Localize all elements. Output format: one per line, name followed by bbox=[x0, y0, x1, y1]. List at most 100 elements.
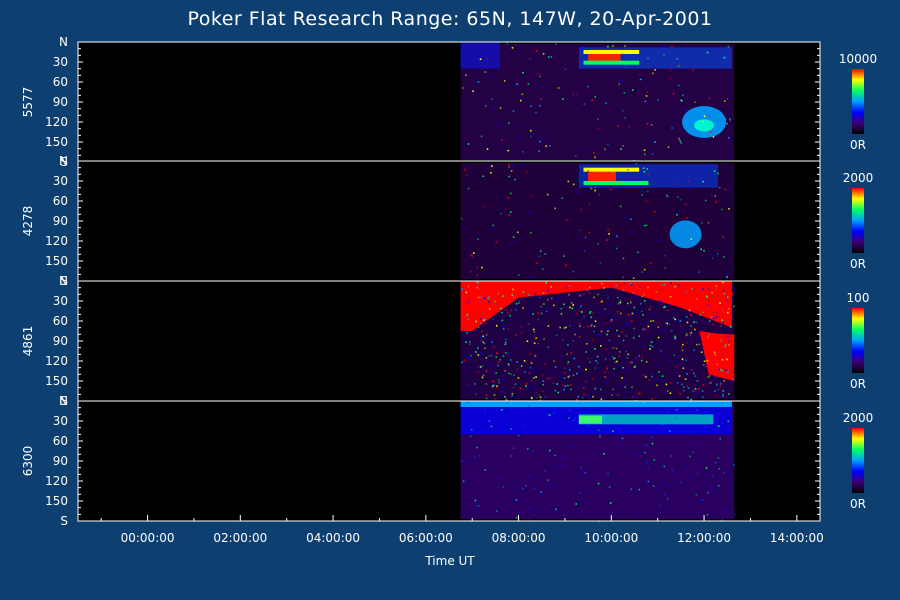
noise-dot bbox=[597, 127, 599, 130]
noise-dot bbox=[630, 231, 632, 233]
noise-dot bbox=[717, 425, 720, 427]
noise-dot bbox=[500, 213, 502, 215]
noise-dot bbox=[515, 309, 517, 311]
noise-dot bbox=[578, 249, 580, 251]
noise-dot bbox=[514, 178, 516, 181]
noise-dot bbox=[554, 366, 557, 368]
noise-dot bbox=[644, 300, 646, 302]
noise-dot bbox=[511, 164, 514, 167]
noise-dot bbox=[594, 348, 596, 350]
noise-dot bbox=[668, 323, 671, 325]
noise-dot bbox=[582, 326, 585, 329]
noise-dot bbox=[707, 222, 710, 224]
noise-dot bbox=[611, 171, 614, 173]
noise-dot bbox=[546, 377, 549, 380]
noise-dot bbox=[527, 311, 530, 313]
noise-dot bbox=[488, 281, 490, 283]
noise-dot bbox=[695, 493, 698, 496]
noise-dot bbox=[694, 101, 696, 103]
noise-dot bbox=[643, 268, 646, 271]
noise-dot bbox=[585, 368, 587, 371]
noise-dot bbox=[594, 320, 597, 322]
noise-dot bbox=[618, 355, 621, 357]
noise-dot bbox=[650, 124, 653, 126]
noise-dot bbox=[588, 292, 591, 294]
noise-dot bbox=[579, 295, 582, 297]
noise-dot bbox=[490, 342, 492, 344]
noise-dot bbox=[722, 297, 725, 299]
noise-dot bbox=[627, 302, 629, 305]
noise-dot bbox=[555, 508, 557, 511]
noise-dot bbox=[582, 239, 584, 241]
noise-dot bbox=[584, 471, 587, 474]
noise-dot bbox=[529, 276, 532, 278]
noise-dot bbox=[634, 378, 637, 380]
noise-dot bbox=[485, 394, 488, 396]
noise-dot bbox=[623, 379, 626, 382]
noise-dot bbox=[532, 313, 534, 315]
noise-dot bbox=[701, 319, 703, 322]
noise-dot bbox=[570, 428, 572, 431]
noise-dot bbox=[669, 69, 672, 71]
colorbar-min-label: 0R bbox=[850, 138, 866, 152]
noise-dot bbox=[714, 353, 717, 356]
noise-dot bbox=[512, 296, 515, 299]
noise-dot bbox=[482, 365, 485, 367]
noise-dot bbox=[560, 295, 563, 298]
noise-dot bbox=[723, 380, 725, 382]
noise-dot bbox=[679, 363, 681, 366]
noise-dot bbox=[517, 434, 520, 437]
noise-dot bbox=[634, 365, 636, 368]
noise-dot bbox=[529, 353, 532, 355]
emission-patch bbox=[669, 220, 702, 249]
noise-dot bbox=[660, 521, 663, 523]
noise-dot bbox=[642, 314, 644, 316]
noise-dot bbox=[562, 98, 564, 100]
noise-dot bbox=[664, 340, 666, 343]
noise-dot bbox=[485, 333, 488, 336]
noise-dot bbox=[475, 351, 477, 353]
noise-dot bbox=[665, 322, 667, 325]
noise-dot bbox=[519, 99, 522, 102]
noise-dot bbox=[535, 397, 538, 399]
noise-dot bbox=[565, 286, 568, 289]
noise-dot bbox=[604, 376, 606, 378]
noise-dot bbox=[483, 205, 486, 208]
noise-dot bbox=[650, 320, 652, 323]
noise-dot bbox=[501, 139, 503, 141]
noise-dot bbox=[649, 348, 651, 350]
noise-dot bbox=[673, 336, 676, 339]
noise-dot bbox=[612, 45, 614, 47]
noise-dot bbox=[562, 339, 564, 341]
emission-patch bbox=[588, 171, 616, 181]
colorbar bbox=[852, 308, 864, 373]
noise-dot bbox=[653, 380, 656, 383]
noise-dot bbox=[639, 392, 641, 395]
noise-dot bbox=[615, 393, 618, 396]
noise-dot bbox=[477, 347, 479, 349]
noise-dot bbox=[579, 511, 581, 514]
noise-dot bbox=[525, 385, 527, 387]
emission-patch bbox=[694, 119, 715, 132]
noise-dot bbox=[725, 344, 727, 346]
y-tick-label: 90 bbox=[53, 334, 68, 348]
noise-dot bbox=[696, 380, 699, 382]
noise-dot bbox=[534, 72, 537, 75]
noise-dot bbox=[594, 367, 596, 369]
noise-dot bbox=[716, 252, 719, 255]
panel-6300: N 30 60 90 120 150 S 6300 2000 0R bbox=[21, 394, 873, 528]
noise-dot bbox=[721, 422, 723, 425]
noise-dot bbox=[528, 294, 530, 296]
noise-dot bbox=[518, 224, 520, 227]
noise-dot bbox=[610, 188, 612, 191]
noise-dot bbox=[639, 302, 642, 305]
noise-dot bbox=[466, 174, 469, 177]
noise-dot bbox=[564, 385, 567, 387]
noise-dot bbox=[649, 344, 652, 347]
noise-dot bbox=[690, 438, 692, 441]
noise-dot bbox=[467, 143, 470, 145]
noise-dot bbox=[502, 390, 505, 393]
noise-dot bbox=[539, 140, 541, 143]
noise-dot bbox=[733, 287, 735, 290]
noise-dot bbox=[615, 347, 618, 350]
